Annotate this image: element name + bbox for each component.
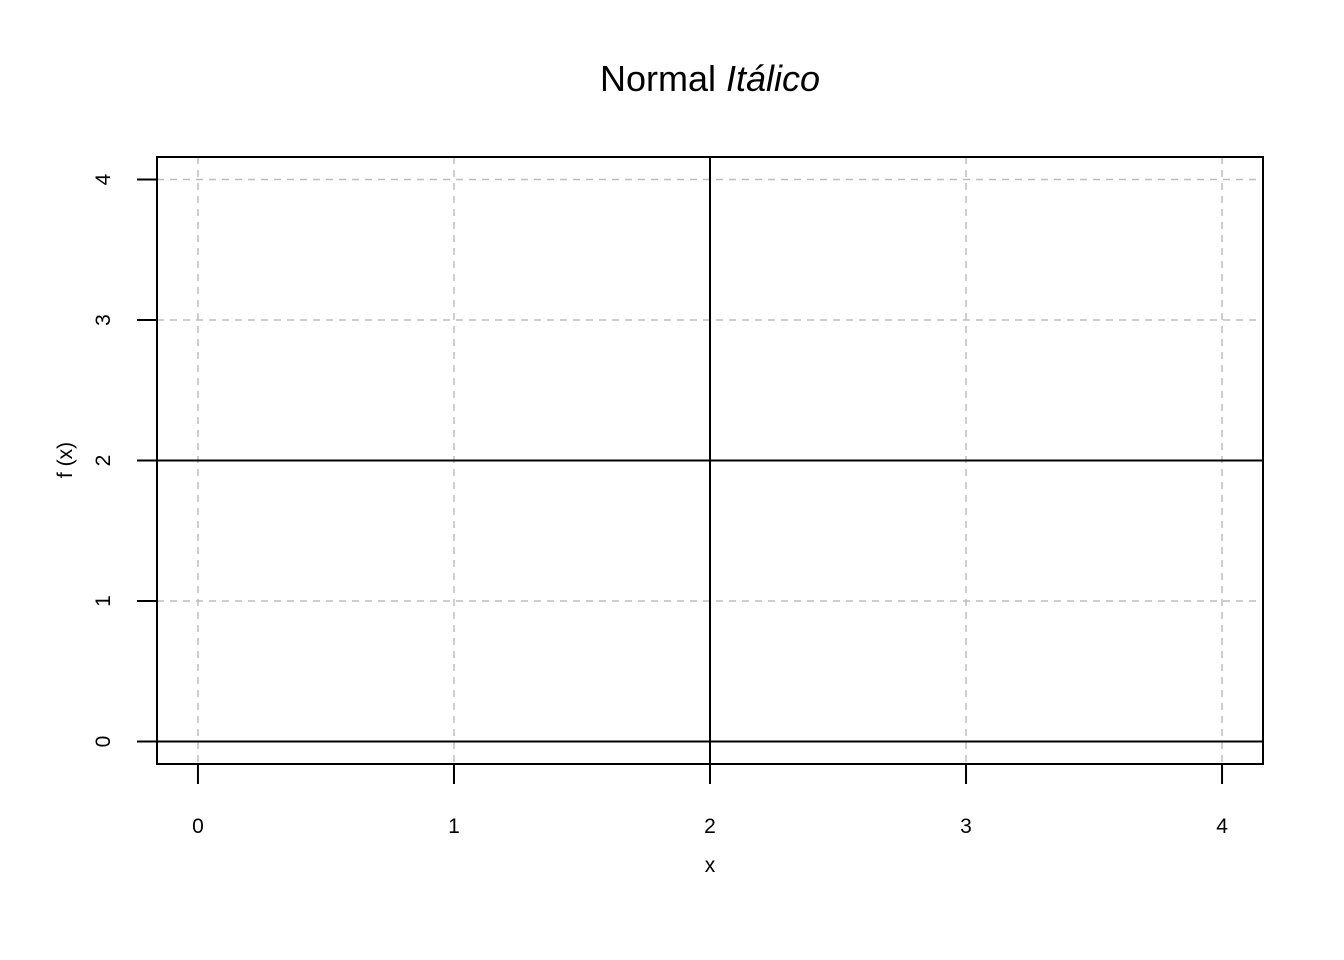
y-tick-label-4: 4 xyxy=(92,173,115,185)
y-tick-label-3: 3 xyxy=(92,314,115,326)
y-axis-label: f (x) xyxy=(54,442,77,478)
x-axis-label: x xyxy=(705,854,716,877)
reference-lines xyxy=(157,157,1263,764)
chart-title-normal: Normal xyxy=(600,58,716,99)
x-tick-label-2: 2 xyxy=(704,815,716,838)
chart-title-italic: Itálico xyxy=(726,58,820,99)
y-tick-label-1: 1 xyxy=(92,595,115,607)
y-axis: 0 1 2 3 4 xyxy=(92,173,157,747)
chart-title: Normal Itálico xyxy=(600,58,820,99)
x-tick-label-3: 3 xyxy=(960,815,972,838)
x-tick-label-0: 0 xyxy=(192,815,204,838)
y-tick-label-0: 0 xyxy=(92,736,115,748)
x-tick-label-1: 1 xyxy=(448,815,460,838)
x-tick-label-4: 4 xyxy=(1216,815,1228,838)
y-tick-label-2: 2 xyxy=(92,455,115,467)
x-axis: 0 1 2 3 4 xyxy=(192,764,1228,838)
